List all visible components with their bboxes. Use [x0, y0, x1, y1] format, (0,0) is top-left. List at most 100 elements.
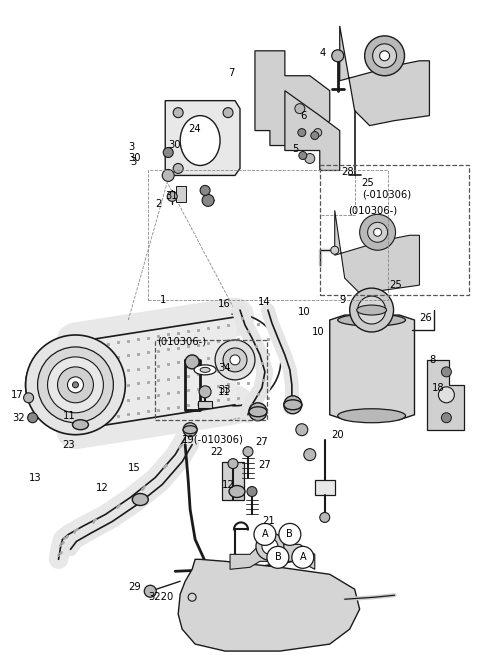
Circle shape — [320, 512, 330, 522]
Circle shape — [279, 524, 301, 545]
Circle shape — [68, 377, 84, 393]
Text: 12: 12 — [96, 482, 108, 493]
Text: 1: 1 — [160, 295, 167, 305]
Circle shape — [298, 129, 306, 137]
Circle shape — [163, 148, 173, 158]
Polygon shape — [330, 315, 415, 420]
Circle shape — [249, 403, 267, 420]
Polygon shape — [428, 360, 464, 430]
Circle shape — [358, 296, 385, 324]
Polygon shape — [335, 210, 420, 293]
Text: 2: 2 — [155, 199, 162, 210]
Circle shape — [311, 131, 319, 139]
Circle shape — [254, 524, 276, 545]
Circle shape — [167, 191, 177, 201]
Circle shape — [305, 154, 315, 164]
Bar — [198, 401, 212, 408]
Circle shape — [183, 422, 197, 437]
Circle shape — [200, 185, 210, 195]
Text: 22: 22 — [210, 447, 223, 457]
Text: 10: 10 — [312, 327, 324, 337]
Text: 21: 21 — [262, 516, 275, 526]
Text: 11: 11 — [218, 387, 231, 397]
Circle shape — [372, 44, 396, 68]
Circle shape — [37, 347, 113, 422]
Ellipse shape — [180, 116, 220, 166]
Ellipse shape — [72, 420, 88, 430]
Circle shape — [247, 487, 257, 497]
Bar — [222, 462, 244, 499]
Bar — [148, 170, 387, 300]
Text: 8: 8 — [430, 355, 436, 365]
Ellipse shape — [357, 305, 386, 315]
Circle shape — [304, 449, 316, 461]
Text: 27: 27 — [258, 460, 271, 470]
Circle shape — [350, 288, 394, 332]
Text: 3220: 3220 — [148, 592, 173, 602]
Text: 17: 17 — [11, 390, 24, 400]
Text: 20: 20 — [332, 430, 344, 440]
Text: 30: 30 — [168, 139, 180, 150]
Circle shape — [223, 108, 233, 118]
Circle shape — [228, 459, 238, 468]
Text: 27: 27 — [255, 437, 268, 447]
Circle shape — [58, 367, 94, 403]
Text: 24: 24 — [188, 124, 201, 133]
Text: 9: 9 — [340, 295, 346, 305]
Circle shape — [296, 424, 308, 436]
Circle shape — [48, 357, 103, 413]
Text: 3
30: 3 30 — [128, 142, 141, 164]
Circle shape — [28, 413, 37, 422]
Circle shape — [292, 547, 314, 568]
Text: 13: 13 — [29, 472, 41, 483]
Text: 10: 10 — [298, 307, 311, 317]
Circle shape — [267, 547, 289, 568]
Text: 14: 14 — [258, 297, 271, 307]
Circle shape — [442, 367, 451, 377]
Text: 25
(-010306): 25 (-010306) — [361, 177, 411, 199]
Circle shape — [373, 228, 382, 237]
Text: 29: 29 — [128, 582, 141, 592]
Text: (010306-): (010306-) — [348, 206, 397, 215]
Text: 23: 23 — [62, 440, 75, 449]
Circle shape — [223, 348, 247, 372]
Ellipse shape — [284, 400, 302, 410]
Circle shape — [173, 108, 183, 118]
Circle shape — [332, 50, 344, 62]
Ellipse shape — [194, 365, 216, 375]
Bar — [155, 340, 267, 420]
Circle shape — [162, 170, 174, 181]
Circle shape — [380, 51, 390, 61]
Circle shape — [202, 194, 214, 206]
Bar — [315, 480, 335, 495]
Text: B: B — [275, 553, 281, 562]
Circle shape — [314, 129, 322, 137]
Circle shape — [365, 36, 405, 76]
Text: 16: 16 — [218, 299, 231, 309]
Text: 25: 25 — [390, 280, 402, 290]
Circle shape — [368, 222, 387, 242]
Polygon shape — [255, 51, 330, 146]
Text: 18: 18 — [432, 383, 444, 393]
Circle shape — [262, 538, 278, 555]
Polygon shape — [178, 559, 360, 651]
Ellipse shape — [338, 314, 406, 326]
Text: 5: 5 — [292, 143, 298, 154]
Circle shape — [256, 532, 284, 560]
Polygon shape — [285, 91, 340, 170]
Text: (010306-): (010306-) — [157, 337, 206, 347]
Circle shape — [199, 386, 211, 397]
Ellipse shape — [132, 493, 148, 505]
Text: 7: 7 — [228, 68, 234, 78]
Text: 32: 32 — [12, 413, 25, 422]
Circle shape — [299, 152, 307, 160]
Circle shape — [284, 396, 302, 414]
Polygon shape — [340, 26, 430, 125]
Polygon shape — [230, 545, 315, 570]
Text: A: A — [262, 530, 268, 539]
Text: 28: 28 — [342, 168, 354, 177]
Circle shape — [72, 382, 78, 388]
Circle shape — [438, 387, 455, 403]
Text: 33: 33 — [218, 385, 230, 395]
Text: 26: 26 — [420, 313, 432, 323]
